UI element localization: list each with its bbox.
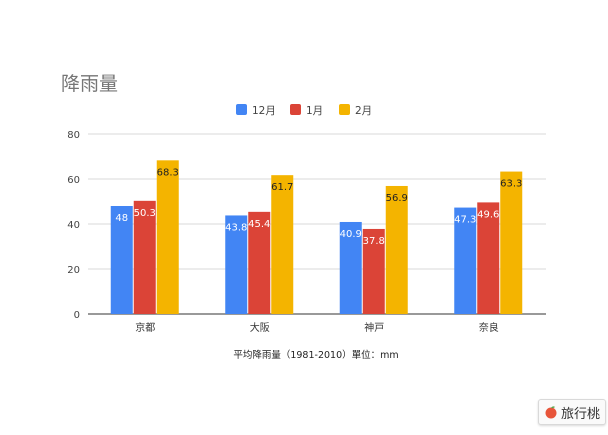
legend-label: 12月	[252, 105, 276, 117]
data-label: 56.9	[386, 193, 408, 204]
watermark: 旅行桃	[538, 399, 606, 425]
bar	[454, 207, 477, 314]
bar	[248, 211, 271, 314]
watermark-text: 旅行桃	[560, 406, 600, 422]
chart-title: 降雨量	[61, 73, 118, 95]
data-label: 50.3	[134, 208, 156, 219]
data-label: 37.8	[363, 236, 385, 247]
bar	[362, 228, 385, 314]
y-tick-label: 20	[67, 265, 80, 276]
bar	[133, 200, 156, 314]
data-label: 47.3	[454, 215, 476, 226]
bar	[500, 171, 523, 314]
data-label: 45.4	[248, 219, 270, 230]
legend: 12月 1月 2月	[236, 104, 372, 117]
bar	[225, 215, 248, 314]
data-label: 68.3	[157, 167, 179, 178]
peach-icon	[545, 406, 557, 419]
data-label: 61.7	[271, 182, 293, 193]
bar	[156, 160, 179, 314]
data-label: 40.9	[340, 229, 362, 240]
y-axis: 0 20 40 60 80	[67, 130, 80, 321]
bar	[385, 185, 408, 314]
x-tick-label: 奈良	[479, 321, 499, 334]
bar	[110, 206, 133, 314]
y-tick-label: 60	[67, 175, 80, 186]
y-tick-label: 0	[74, 310, 80, 321]
bar	[477, 202, 500, 314]
bars: 48 50.3 68.3 43.8 45.4 61.7 40.937.8 56.9 47.3 49…	[110, 160, 523, 314]
data-label: 48	[115, 213, 128, 224]
legend-swatch	[236, 104, 247, 115]
legend-swatch	[290, 104, 301, 115]
y-tick-label: 80	[67, 130, 80, 141]
x-tick-label: 神戸	[364, 321, 384, 334]
y-tick-label: 40	[67, 220, 80, 231]
legend-label: 2月	[355, 105, 372, 117]
x-axis: 京都 大阪 神戸 奈良	[135, 321, 499, 334]
data-label: 43.8	[225, 222, 247, 233]
legend-label: 1月	[306, 105, 323, 117]
data-label: 63.3	[500, 179, 522, 190]
data-label: 49.6	[477, 209, 499, 220]
bar	[339, 221, 362, 314]
x-tick-label: 大阪	[250, 321, 270, 334]
x-tick-label: 京都	[135, 321, 155, 334]
legend-swatch	[339, 104, 350, 115]
x-axis-label: 平均降雨量（1981-2010）單位：mm	[233, 349, 398, 361]
bar	[271, 175, 294, 314]
